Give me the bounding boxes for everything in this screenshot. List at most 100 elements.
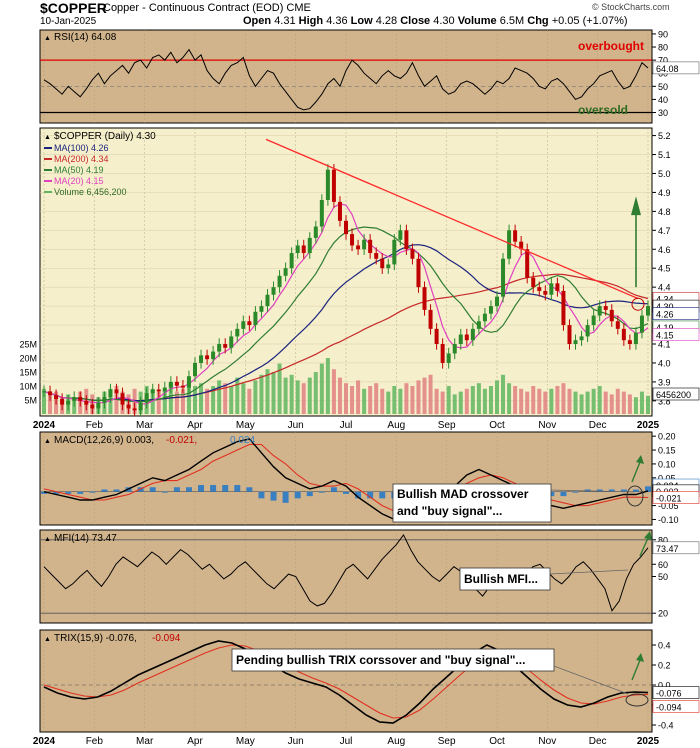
trix-value-tag-box [652,686,700,699]
bottom-month-label: Jun [288,736,304,747]
volume-tick-label: 5M [24,396,37,406]
price-candle [380,258,385,269]
price-tag-box [652,307,700,320]
volume-bar [217,380,222,414]
volume-bar [356,380,361,414]
price-candle [549,283,554,295]
price-candle [42,391,46,393]
price-candle [495,296,499,307]
price-candle [186,376,191,388]
mfi-callout-text: Bullish MFI... [464,572,538,586]
low-label: Low [350,15,373,27]
volume-bar [193,386,197,414]
mfi-callout-box [459,567,551,591]
macd-up-arrow-head [636,455,644,464]
rsi-axis-tick-label: 50 [658,82,668,92]
volume-tick-label: 10M [19,382,37,392]
price-month-label: Jun [288,420,304,431]
macd-crossover-circle [626,485,644,507]
rsi-panel-icon: ▲ [44,35,51,42]
volume-bar [591,388,596,414]
price-candle [404,230,409,250]
volume-bar [440,391,445,414]
volume-bar [186,380,191,414]
volume-bar [253,380,258,414]
trix-up-arrow [631,659,641,681]
bottom-month-label: Mar [136,736,154,747]
macd-histogram-bar [294,491,301,499]
trix-callout-text: Pending bullish TRIX corssover and "buy … [236,653,525,667]
legend-label: MA(100) 4.26 [54,143,109,153]
price-candle [525,249,530,278]
price-candle [537,287,542,291]
volume-bar [458,391,463,414]
price-candle [265,294,270,307]
price-candle [416,258,421,288]
price-candle [66,400,71,405]
volume-bar [501,374,506,414]
macd-axis-tick-label: -0.10 [658,515,679,525]
bottom-month-label: Dec [589,736,607,747]
mfi-panel-icon: ▲ [44,536,51,543]
macd-axis-tick-label: 0.05 [658,473,676,483]
price-candle [120,393,125,405]
volume-bar [168,383,173,414]
volume-bar [174,391,179,414]
macd-histogram-bar [41,491,47,494]
volume-bar [428,374,433,414]
price-candle [60,398,65,405]
volume-bar [229,386,234,414]
volume-bar [531,386,536,414]
volume-bar [205,388,210,414]
volume-bar [639,391,644,414]
price-candle [615,321,620,329]
downtrend-line [265,138,639,300]
high-value: 4.36 [326,15,348,27]
price-tag-box [652,387,700,401]
macd-axis-tick-label: 0.20 [658,432,676,442]
macd-histogram-bar [89,491,96,493]
price-candle [362,239,367,250]
volume-bar [615,388,620,414]
volume-bar [519,388,524,414]
price-candle [174,381,179,386]
volume-bar [603,391,608,414]
price-month-label: 2024 [33,420,56,431]
price-tag: 4.30 [656,302,674,312]
price-candle [567,325,572,344]
bottom-month-label: 2024 [33,736,56,747]
price-candle [301,245,306,254]
price-candle [513,230,518,242]
macd-histogram-bar [149,487,156,492]
volume-bar [301,383,306,414]
price-candle [253,311,258,326]
price-candle [78,397,83,401]
trix-up-arrow-head [636,653,644,662]
volume-bar [325,358,330,414]
price-month-label: Sep [438,420,456,431]
macd-histogram-bar [330,487,337,492]
legend-label: Volume 6,456,200 [54,187,127,197]
volume-bar [259,374,264,414]
price-tag: 4.15 [656,331,674,341]
price-candle [573,340,578,344]
price-axis-tick-label: 3.8 [658,396,671,406]
price-month-label: Mar [136,420,154,431]
macd-histogram-bar [306,491,313,497]
price-axis-tick-label: 4.5 [658,264,671,274]
macd-histogram-bar [258,491,265,499]
price-month-label: 2025 [637,420,660,431]
price-candle [114,389,119,394]
price-candle [482,313,487,322]
price-candle [621,328,626,341]
price-candle [368,239,373,254]
volume-bar [507,383,512,414]
macd-histogram-bar [318,491,325,493]
trix-line [43,640,649,724]
macd-histogram-bar [185,487,192,492]
trix-axis-tick-label: 0.4 [658,641,671,651]
price-candle [337,201,342,221]
macd-signal-tag: -0.021 [656,494,682,504]
rsi-axis-tick-label: 70 [658,56,668,66]
copyright-label: © StockCharts.com [592,2,670,12]
